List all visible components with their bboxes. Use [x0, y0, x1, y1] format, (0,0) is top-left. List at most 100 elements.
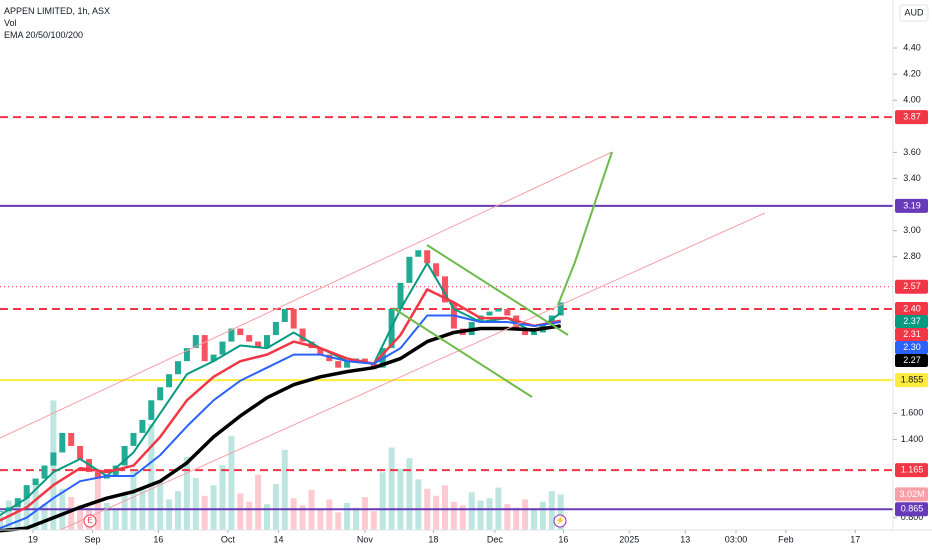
volume-bar: [522, 499, 529, 530]
candle: [442, 276, 448, 303]
candle: [192, 335, 199, 349]
y-tick-label: 4.00: [903, 95, 921, 105]
candle: [281, 308, 288, 323]
volume-bar: [361, 497, 368, 530]
x-tick-label: 2025: [619, 534, 639, 544]
volume-bar: [415, 479, 422, 530]
volume-bar: [450, 501, 457, 530]
volume-bar: [344, 502, 351, 530]
candle: [210, 354, 217, 362]
projection: [557, 151, 613, 306]
candle: [344, 361, 351, 368]
volume-bar: [210, 485, 217, 530]
candle: [495, 308, 502, 312]
candle: [531, 332, 537, 336]
candle: [228, 328, 235, 342]
x-tick-label: Nov: [357, 534, 374, 544]
volume-bar: [433, 495, 440, 530]
x-tick-label: 16: [558, 534, 568, 544]
candle: [246, 335, 253, 342]
earnings-icon[interactable]: [83, 514, 97, 528]
volume-bar: [148, 424, 155, 530]
volume-bar: [41, 504, 48, 530]
volume-tag-label: 3.02M: [899, 489, 924, 499]
y-tick-label: 4.40: [903, 42, 921, 52]
price-tag: [895, 353, 928, 367]
candle: [166, 374, 173, 388]
volume-bar: [531, 508, 537, 530]
candle: [317, 348, 324, 355]
channel-lower: [59, 212, 766, 531]
volume-bar: [299, 505, 306, 530]
candle: [130, 432, 137, 446]
volume-bar: [486, 498, 493, 530]
price-tag-label: 2.30: [903, 342, 921, 352]
candle: [94, 472, 101, 479]
x-tick-label: Sep: [85, 534, 101, 544]
ema-line: [0, 314, 561, 530]
price-tag-label: 2.27: [903, 355, 921, 365]
price-tag-label: 0.865: [901, 504, 924, 514]
dividend-icon[interactable]: [553, 514, 567, 528]
volume-bar: [246, 501, 253, 530]
candle: [370, 363, 377, 368]
chart-title: APPEN LIMITED, 1h, ASX: [4, 6, 110, 16]
candle: [486, 311, 493, 316]
volume-bar: [219, 465, 226, 530]
y-tick-label: 1.400: [901, 434, 924, 444]
y-tick-label: 3.00: [903, 225, 921, 235]
candle: [148, 400, 155, 420]
volume-bar: [326, 499, 333, 530]
candle: [290, 308, 297, 329]
currency-box[interactable]: [899, 4, 929, 22]
volume-bar: [335, 512, 342, 530]
volume-bar: [130, 469, 137, 530]
price-tag-label: 3.19: [903, 200, 921, 210]
candle: [41, 465, 48, 479]
indicator-label: Vol: [4, 18, 17, 28]
volume-tag: [895, 487, 928, 502]
volume-bar: [264, 504, 270, 530]
price-tag: [895, 373, 928, 388]
x-tick-label: 16: [153, 534, 163, 544]
volume-bar: [370, 511, 377, 530]
ema-line: [0, 324, 561, 533]
price-tag-label: 2.57: [903, 281, 921, 291]
dividend-symbol: ⚡: [555, 515, 565, 525]
price-tag-label: 2.37: [903, 316, 921, 326]
candle: [139, 419, 146, 433]
volume-bar: [192, 478, 199, 530]
volume-bar: [94, 477, 101, 530]
price-tag: [895, 463, 928, 478]
flag-lower: [392, 307, 533, 398]
volume-bar: [23, 493, 30, 530]
x-tick-label: Feb: [778, 534, 794, 544]
ema-line: [0, 288, 561, 522]
candle: [183, 348, 190, 362]
candle: [264, 335, 270, 349]
y-tick-label: 3.60: [903, 147, 921, 157]
candle: [415, 250, 422, 257]
volume-bar: [290, 498, 297, 530]
volume-bar: [477, 500, 484, 530]
candle: [23, 485, 30, 499]
volume-bar: [201, 495, 208, 530]
x-tick-label: 14: [274, 534, 284, 544]
price-tag-label: 1.165: [901, 464, 924, 474]
volume-bar: [388, 447, 395, 530]
volume-bar: [379, 472, 386, 530]
price-tag: [895, 279, 928, 294]
volume-bar: [557, 494, 564, 530]
candle: [59, 432, 66, 453]
candle: [201, 335, 208, 362]
volume-bar: [468, 492, 475, 530]
candle: [299, 328, 306, 342]
x-tick-label: 18: [428, 534, 438, 544]
candle: [121, 445, 128, 466]
price-tag: [895, 327, 928, 341]
currency: AUD: [904, 7, 924, 17]
candle: [50, 452, 57, 466]
candle: [68, 432, 75, 446]
volume-bar: [103, 502, 110, 530]
